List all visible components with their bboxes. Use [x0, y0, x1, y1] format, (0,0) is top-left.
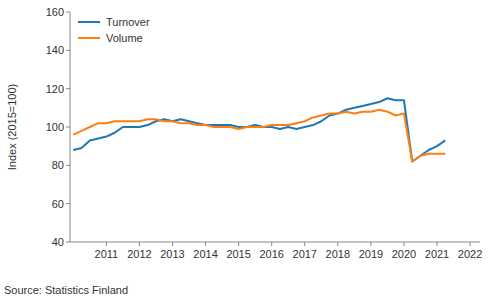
- x-tick: [106, 242, 107, 246]
- y-tick-label: 80: [52, 159, 64, 171]
- y-tick-label: 100: [46, 121, 64, 133]
- x-tick: [337, 242, 338, 246]
- y-tick: [66, 12, 70, 13]
- y-tick: [66, 127, 70, 128]
- y-tick-label: 40: [52, 236, 64, 248]
- x-tick-label: 2018: [326, 248, 350, 260]
- legend-label: Volume: [106, 32, 143, 44]
- x-tick: [403, 242, 404, 246]
- x-tick: [172, 242, 173, 246]
- x-tick-label: 2021: [425, 248, 449, 260]
- x-tick-label: 2016: [259, 248, 283, 260]
- x-tick: [437, 242, 438, 246]
- y-tick: [66, 242, 70, 243]
- x-axis: [70, 242, 480, 243]
- x-tick: [139, 242, 140, 246]
- y-tick: [66, 88, 70, 89]
- chart: 40 60 80 100 120 140 160 2011 2012 2013 2014 2015 20…: [0, 0, 493, 304]
- y-tick: [66, 50, 70, 51]
- y-tick: [66, 203, 70, 204]
- y-tick-label: 120: [46, 83, 64, 95]
- x-tick-label: 2013: [160, 248, 184, 260]
- y-tick: [66, 165, 70, 166]
- x-tick: [304, 242, 305, 246]
- x-tick-label: 2017: [293, 248, 317, 260]
- plot-area: [73, 98, 445, 161]
- x-tick-label: 2022: [458, 248, 482, 260]
- legend-swatch: [78, 37, 100, 39]
- x-tick: [238, 242, 239, 246]
- x-tick-label: 2015: [226, 248, 250, 260]
- x-tick: [370, 242, 371, 246]
- y-tick-label: 140: [46, 44, 64, 56]
- series-line: [73, 110, 445, 162]
- x-tick: [205, 242, 206, 246]
- source: Source: Statistics Finland: [4, 284, 128, 296]
- y-tick-label: 160: [46, 6, 64, 18]
- x-tick-label: 2012: [127, 248, 151, 260]
- x-tick-label: 2020: [392, 248, 416, 260]
- x-tick-label: 2014: [193, 248, 217, 260]
- legend-label: Turnover: [106, 16, 150, 28]
- y-axis-label: Index (2015=100): [6, 84, 18, 171]
- x-tick-label: 2019: [359, 248, 383, 260]
- legend-swatch: [78, 21, 100, 23]
- x-tick: [271, 242, 272, 246]
- y-tick-label: 60: [52, 198, 64, 210]
- series-line: [73, 98, 445, 161]
- x-tick-label: 2011: [95, 248, 119, 260]
- x-tick: [470, 242, 471, 246]
